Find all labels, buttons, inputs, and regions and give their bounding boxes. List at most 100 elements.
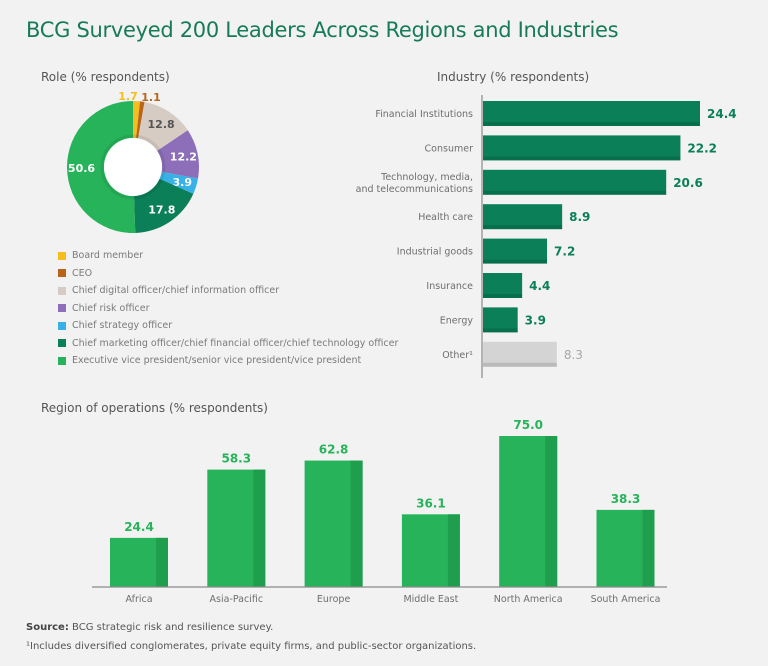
industry-bar <box>483 273 523 298</box>
industry-category-line: Insurance <box>426 281 473 292</box>
region-category-label: Africa <box>125 594 152 605</box>
industry-category-line: Industrial goods <box>397 247 473 258</box>
industry-category-label: Health care <box>418 212 473 223</box>
region-bar-shade <box>253 469 266 587</box>
legend-swatch <box>58 339 66 348</box>
region-bar-shade <box>156 537 168 587</box>
industry-category-label: Financial Institutions <box>375 109 473 120</box>
industry-bar <box>483 135 681 161</box>
industry-bar-shade <box>483 190 667 195</box>
legend-item: Chief risk officer <box>58 300 398 318</box>
industry-category-line: Energy <box>440 315 474 326</box>
donut-value-label: 1.7 <box>118 90 138 103</box>
industry-value-label: 24.4 <box>707 107 737 121</box>
legend-item: Chief digital officer/chief information … <box>58 282 398 300</box>
donut-slice-6 <box>67 101 136 233</box>
donut-value-label: 12.2 <box>170 150 197 163</box>
donut-slice-5 <box>134 178 194 233</box>
industry-category-label: Energy <box>440 315 474 326</box>
legend-label: CEO <box>72 267 93 279</box>
role-chart-title: Role (% respondents) <box>41 70 170 84</box>
industry-bar <box>483 341 557 367</box>
source-note: Source: BCG strategic risk and resilienc… <box>26 622 273 633</box>
industry-category-label: Industrial goods <box>397 247 473 258</box>
industry-category-line: and telecommunications <box>356 184 473 195</box>
region-value-label: 24.4 <box>124 520 154 534</box>
legend-item: CEO <box>58 265 398 283</box>
legend-swatch <box>58 286 66 295</box>
region-category-label: North America <box>494 594 563 605</box>
donut-slice-3 <box>157 130 199 179</box>
legend-swatch <box>58 304 66 313</box>
industry-bar <box>483 204 563 230</box>
donut-value-label: 12.8 <box>148 118 175 131</box>
industry-bar-shade <box>483 294 523 298</box>
source-text: BCG strategic risk and resilience survey… <box>72 622 274 633</box>
industry-bar <box>483 101 700 126</box>
industry-value-label: 4.4 <box>529 279 550 293</box>
donut-slice-4 <box>159 172 199 194</box>
industry-chart-title: Industry (% respondents) <box>437 70 590 84</box>
region-category-label: Asia-Pacific <box>210 594 264 605</box>
region-bar-shade <box>447 514 460 587</box>
donut-slice-2 <box>138 102 188 151</box>
industry-bar-shade <box>483 225 563 230</box>
footnote: ¹Includes diversified conglomerates, pri… <box>26 641 477 652</box>
industry-bar <box>483 307 518 333</box>
industry-value-label: 8.9 <box>569 210 590 224</box>
donut-value-label: 3.9 <box>173 176 193 189</box>
industry-category-label: Consumer <box>425 143 474 154</box>
donut-slice-1 <box>136 101 145 139</box>
legend-item: Executive vice president/senior vice pre… <box>58 352 398 370</box>
region-category-label: South America <box>591 594 661 605</box>
role-legend: Board member CEO Chief digital officer/chi… <box>58 247 398 370</box>
legend-item: Chief strategy officer <box>58 317 398 335</box>
industry-category-line: Technology, media, <box>380 172 473 183</box>
region-value-label: 75.0 <box>513 418 543 432</box>
industry-bar <box>483 169 667 195</box>
legend-swatch <box>58 269 66 278</box>
region-value-label: 38.3 <box>611 492 641 506</box>
industry-value-label: 8.3 <box>564 348 583 362</box>
donut-hole <box>104 138 162 196</box>
region-chart-title: Region of operations (% respondents) <box>41 401 268 415</box>
industry-category-label: Technology, media, and telecommunications <box>356 172 473 195</box>
region-bar-shade <box>545 436 558 587</box>
source-label: Source: <box>26 622 69 633</box>
industry-bar-shade <box>483 328 518 333</box>
donut-value-label: 17.8 <box>148 204 175 217</box>
industry-category-line: Financial Institutions <box>375 109 473 120</box>
donut-value-label: 50.6 <box>68 162 95 175</box>
region-category-label: Middle East <box>403 594 458 605</box>
region-value-label: 36.1 <box>416 496 446 510</box>
industry-bar-shade <box>483 259 548 264</box>
legend-label: Chief digital officer/chief information … <box>72 285 280 297</box>
legend-swatch <box>58 356 66 365</box>
industry-bar <box>483 238 548 264</box>
legend-item: Board member <box>58 247 398 265</box>
industry-bar-shade <box>483 122 700 126</box>
industry-category-label: Insurance <box>426 281 473 292</box>
region-value-label: 62.8 <box>319 443 349 457</box>
donut-slice-0 <box>133 101 141 139</box>
legend-label: Board member <box>72 250 144 262</box>
industry-value-label: 20.6 <box>673 176 703 190</box>
industry-category-label: Other¹ <box>442 350 473 361</box>
region-bar-shade <box>642 509 655 587</box>
legend-label: Executive vice president/senior vice pre… <box>72 355 362 367</box>
industry-value-label: 7.2 <box>554 245 575 259</box>
legend-item: Chief marketing officer/chief financial … <box>58 335 398 353</box>
industry-bar-shade <box>483 362 557 367</box>
legend-swatch <box>58 321 66 330</box>
region-bar-shade <box>350 460 363 587</box>
industry-bar-shade <box>483 156 681 161</box>
industry-category-line: Consumer <box>425 143 474 154</box>
industry-category-line: Health care <box>418 212 473 223</box>
page-title: BCG Surveyed 200 Leaders Across Regions … <box>26 18 619 42</box>
industry-value-label: 22.2 <box>687 141 717 155</box>
industry-value-label: 3.9 <box>525 313 546 327</box>
legend-swatch <box>58 251 66 260</box>
